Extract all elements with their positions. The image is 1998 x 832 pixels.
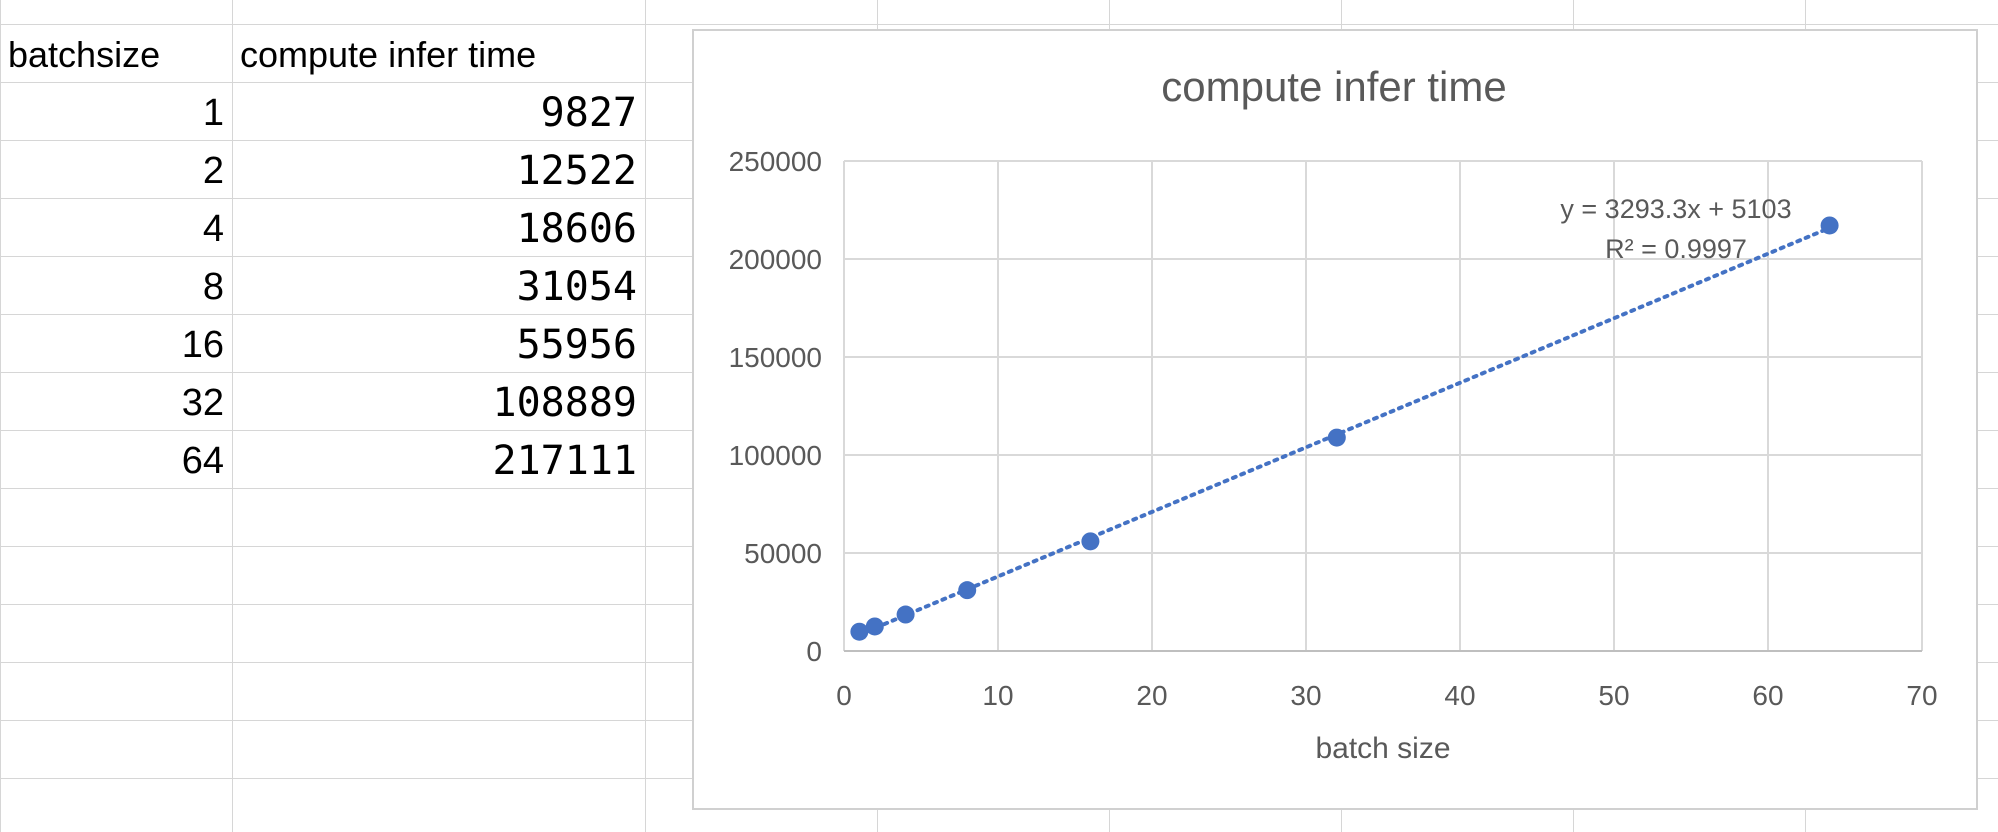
data-point[interactable] xyxy=(1327,428,1346,447)
gridlines xyxy=(843,160,1923,652)
scatter-chart[interactable]: 0 10 20 30 40 50 60 70 0 50000 100000 150000 200000 2… xyxy=(694,31,1976,808)
x-tick-label: 40 xyxy=(1444,680,1475,711)
trendline xyxy=(857,225,1832,637)
data-point[interactable] xyxy=(850,622,869,641)
data-point[interactable] xyxy=(1820,216,1839,235)
header-cell-compute-infer-time[interactable]: compute infer time xyxy=(240,34,537,75)
cell-infer-time[interactable]: 12522 xyxy=(516,148,637,194)
chart-frame[interactable]: 0 10 20 30 40 50 60 70 0 50000 100000 150000 200000 2… xyxy=(692,29,1978,810)
cell-infer-time[interactable]: 31054 xyxy=(516,264,637,310)
data-point[interactable] xyxy=(865,617,884,636)
cell-infer-time[interactable]: 9827 xyxy=(540,90,637,136)
x-tick-label: 20 xyxy=(1136,680,1167,711)
y-tick-label: 150000 xyxy=(729,342,822,373)
column-border xyxy=(232,0,233,832)
cell-batchsize[interactable]: 2 xyxy=(202,150,224,192)
cell-infer-time[interactable]: 217111 xyxy=(492,438,638,484)
y-tick-label: 100000 xyxy=(729,440,822,471)
y-tick-label: 50000 xyxy=(744,538,822,569)
x-tick-label: 70 xyxy=(1906,680,1937,711)
x-tick-label: 50 xyxy=(1598,680,1629,711)
cell-batchsize[interactable]: 8 xyxy=(202,266,224,308)
cell-batchsize[interactable]: 4 xyxy=(202,208,224,250)
column-border xyxy=(645,0,646,832)
chart-title: compute infer time xyxy=(1161,63,1506,110)
cell-infer-time[interactable]: 18606 xyxy=(516,206,637,252)
cell-batchsize[interactable]: 1 xyxy=(202,92,224,134)
data-point[interactable] xyxy=(896,605,915,624)
x-tick-label: 30 xyxy=(1290,680,1321,711)
y-tick-label: 250000 xyxy=(729,146,822,177)
trendline-layer xyxy=(857,225,1832,637)
x-tick-label: 10 xyxy=(982,680,1013,711)
cell-batchsize[interactable]: 32 xyxy=(181,382,224,424)
trendline-r-squared: R² = 0.9997 xyxy=(1605,234,1747,264)
cell-batchsize[interactable]: 64 xyxy=(181,440,224,482)
column-border xyxy=(0,0,1,832)
data-point[interactable] xyxy=(958,581,977,600)
data-points[interactable] xyxy=(850,216,1839,641)
cell-batchsize[interactable]: 16 xyxy=(181,324,224,366)
y-tick-label: 200000 xyxy=(729,244,822,275)
x-tick-label: 60 xyxy=(1752,680,1783,711)
y-tick-label: 0 xyxy=(806,636,822,667)
x-tick-label: 0 xyxy=(836,680,852,711)
chart-text: 0 10 20 30 40 50 60 70 0 50000 100000 150000 200000 2… xyxy=(729,63,1938,765)
row-border xyxy=(0,24,1998,25)
data-point[interactable] xyxy=(1081,532,1100,551)
x-axis-label: batch size xyxy=(1315,732,1450,765)
trendline-equation: y = 3293.3x + 5103 xyxy=(1560,194,1791,224)
cell-infer-time[interactable]: 55956 xyxy=(516,322,637,368)
header-cell-batchsize[interactable]: batchsize xyxy=(8,34,161,75)
cell-infer-time[interactable]: 108889 xyxy=(492,380,638,426)
